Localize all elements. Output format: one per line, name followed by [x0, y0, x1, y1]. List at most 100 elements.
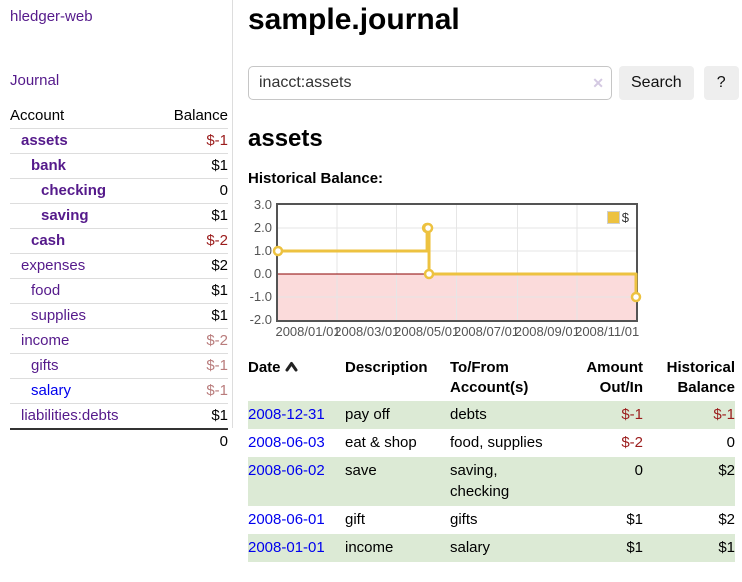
- sidebar-account-balance: $1: [211, 157, 228, 174]
- transaction-balance: $1: [718, 539, 735, 556]
- transaction-date-link[interactable]: 2008-06-02: [248, 462, 325, 479]
- sidebar-account-balance: $-1: [206, 357, 228, 374]
- x-axis-tick-label: 2008/07/01: [453, 324, 520, 339]
- transaction-description: gift: [345, 511, 366, 528]
- sidebar: hledger-web Journal Account Balance asse…: [0, 0, 233, 450]
- amount-column-header: Amount Out/In: [586, 359, 643, 396]
- sidebar-account-link[interactable]: liabilities:debts: [21, 407, 119, 424]
- sidebar-account-link[interactable]: assets: [21, 132, 68, 149]
- account-column-header: Account: [10, 107, 65, 124]
- sidebar-account-balance: $1: [211, 407, 228, 424]
- sidebar-account-link[interactable]: supplies: [31, 307, 87, 324]
- sidebar-account-balance: $1: [211, 282, 228, 299]
- search-help-button[interactable]: ?: [703, 66, 739, 100]
- sidebar-account-balance: $1: [211, 307, 228, 324]
- sidebar-accounts-body: assets $-1 bank $1 checking 0 saving $1 cash $-2 e…: [10, 128, 228, 430]
- transaction-description: eat & shop: [345, 434, 417, 451]
- transaction-balance: $2: [718, 511, 735, 528]
- x-axis-tick-label: 2008/03/01: [334, 324, 400, 339]
- x-axis-tick-label: 2008/05/01: [394, 324, 460, 339]
- sidebar-account-balance: $-1: [206, 132, 228, 149]
- sidebar-account-row: cash $-2: [10, 228, 228, 254]
- legend-swatch-icon: [606, 211, 620, 224]
- sidebar-account-row: gifts $-1: [10, 353, 228, 379]
- sidebar-account-link[interactable]: saving: [41, 207, 89, 224]
- sidebar-account-row: income $-2: [10, 328, 228, 354]
- tofrom-column-header: To/From Account(s): [450, 359, 529, 396]
- sidebar-account-balance: $2: [211, 257, 228, 274]
- transaction-accounts: debts: [450, 406, 487, 423]
- transaction-accounts: salary: [450, 539, 491, 556]
- sidebar-account-link[interactable]: bank: [31, 157, 67, 174]
- historical-balance-chart: $ 2008/01/01 2008/03/01 2008/05/01 2008/07/…: [248, 198, 642, 342]
- clear-search-icon[interactable]: ✕: [592, 75, 604, 91]
- y-axis-tick-label: 1.0: [253, 243, 272, 258]
- sidebar-account-link[interactable]: expenses: [21, 257, 86, 274]
- sidebar-account-balance: $-2: [206, 332, 228, 349]
- main-content: sample.journal ✕ Search ? assets Histori…: [248, 0, 740, 562]
- transaction-amount: 0: [634, 462, 643, 479]
- sidebar-account-link[interactable]: cash: [31, 232, 66, 249]
- brand-link[interactable]: hledger-web: [10, 8, 93, 25]
- register-row: 2008-01-01 income salary $1 $1: [248, 534, 735, 562]
- transaction-description: save: [345, 462, 377, 479]
- sidebar-account-link[interactable]: gifts: [31, 357, 59, 374]
- register-header-row: Date Description To/From Account(s) Amou…: [248, 356, 735, 401]
- transaction-accounts: saving, checking: [450, 462, 510, 500]
- sidebar-account-link[interactable]: salary: [31, 382, 72, 399]
- y-axis-tick-label: 3.0: [253, 197, 272, 212]
- search-input[interactable]: [248, 66, 612, 100]
- sidebar-account-row: checking 0: [10, 178, 228, 204]
- y-axis-tick-label: 2.0: [253, 220, 272, 235]
- accounts-header-row: Account Balance: [10, 104, 228, 129]
- sidebar-account-balance: 0: [219, 182, 228, 199]
- register-row: 2008-06-03 eat & shop food, supplies $-2 0: [248, 429, 735, 457]
- chart-x-axis-labels: 2008/01/01 2008/03/01 2008/05/01 2008/07/01…: [275, 324, 664, 342]
- accounts-total-row: 0: [10, 429, 228, 454]
- register-row: 2008-06-01 gift gifts $1 $2: [248, 506, 735, 534]
- date-column-header[interactable]: Date: [248, 356, 345, 401]
- sidebar-account-link[interactable]: checking: [41, 182, 107, 199]
- register-row: 2008-06-02 save saving, checking 0 $2: [248, 457, 735, 506]
- x-axis-tick-label: 2008/11/01: [575, 324, 640, 339]
- chart-plot-area: $: [272, 203, 642, 322]
- sidebar-account-link[interactable]: income: [21, 332, 70, 349]
- balance-column-header-register: Historical Balance: [666, 359, 735, 396]
- search-input-wrap: ✕: [248, 66, 612, 100]
- sidebar-account-row: saving $1: [10, 203, 228, 229]
- sidebar-account-row: salary $-1: [10, 378, 228, 404]
- transaction-date-link[interactable]: 2008-06-01: [248, 511, 325, 528]
- sidebar-account-row: expenses $2: [10, 253, 228, 279]
- sidebar-account-balance: $-1: [206, 382, 228, 399]
- transaction-description: pay off: [345, 406, 390, 423]
- x-axis-tick-label: 2008/01/01: [275, 324, 341, 339]
- transaction-date-link[interactable]: 2008-06-03: [248, 434, 325, 451]
- transaction-description: income: [345, 539, 394, 556]
- description-column-header: Description: [345, 359, 428, 376]
- register-row: 2008-12-31 pay off debts $-1 $-1: [248, 401, 735, 429]
- register-table: Date Description To/From Account(s) Amou…: [248, 356, 735, 562]
- transaction-balance: 0: [726, 434, 735, 451]
- y-axis-tick-label: -2.0: [249, 312, 272, 327]
- sidebar-account-link[interactable]: food: [31, 282, 61, 299]
- sidebar-account-row: bank $1: [10, 153, 228, 179]
- transaction-accounts: food, supplies: [450, 434, 543, 451]
- transaction-amount: $1: [626, 539, 643, 556]
- search-button[interactable]: Search: [619, 66, 694, 100]
- legend-label: $: [621, 210, 629, 225]
- transaction-amount: $1: [626, 511, 643, 528]
- balance-column-header: Balance: [173, 107, 228, 124]
- accounts-tree-table: Account Balance assets $-1 bank $1 checking 0…: [10, 104, 228, 454]
- sidebar-item-journal[interactable]: Journal: [10, 72, 60, 89]
- sort-ascending-icon: [285, 358, 298, 378]
- transaction-balance: $-1: [713, 406, 735, 423]
- sidebar-account-balance: $-2: [206, 232, 228, 249]
- transaction-date-link[interactable]: 2008-12-31: [248, 406, 325, 423]
- total-spacer: [10, 429, 155, 454]
- accounts-total-balance: 0: [219, 433, 228, 450]
- sidebar-account-row: assets $-1: [10, 128, 228, 154]
- x-axis-tick-label: 2008/09/01: [514, 324, 580, 339]
- sidebar-account-row: food $1: [10, 278, 228, 304]
- transaction-date-link[interactable]: 2008-01-01: [248, 539, 325, 556]
- y-axis-tick-label: -1.0: [249, 289, 272, 304]
